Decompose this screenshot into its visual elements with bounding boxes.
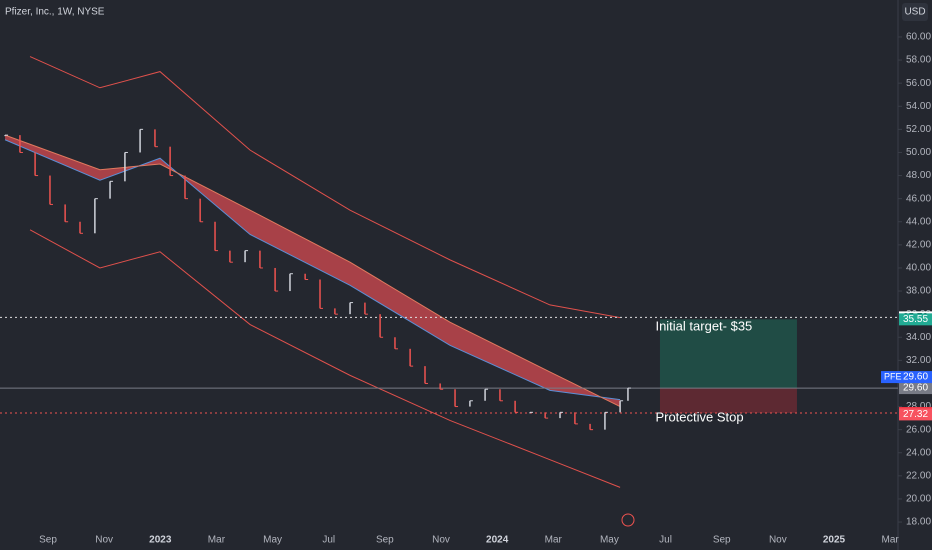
band-lower [29,229,621,488]
y-tick-label: 24.00 [906,447,931,458]
price-label-box [899,408,932,421]
currency-box[interactable] [902,3,928,21]
ribbon [5,135,621,407]
x-tick-label: Mar [882,535,900,546]
x-tick-label: May [263,535,282,546]
x-tick-label: 2023 [149,535,172,546]
y-tick-label: 40.00 [906,263,931,274]
y-tick-label: 34.00 [906,332,931,343]
price-label: 35.55 [903,314,928,325]
price-label-box [899,382,932,395]
y-tick-label: 50.00 [906,147,931,158]
symbol-price: 29.60 [903,372,928,383]
x-tick-label: Nov [432,535,450,546]
x-tick-label: May [600,535,619,546]
y-tick-label: 32.00 [906,355,931,366]
currency[interactable]: USD [904,7,925,18]
band-upper [29,56,621,319]
y-tick-label: 22.00 [906,470,931,481]
x-tick-label: Sep [376,535,394,546]
x-tick-label: Jul [659,535,672,546]
symbol-tag-box [881,371,932,384]
y-tick-label: 44.00 [906,216,931,227]
y-tick-label: 52.00 [906,124,931,135]
event-icon[interactable] [621,513,635,527]
y-tick-label: 26.00 [906,424,931,435]
annotation: Initial target- $35 [655,318,752,333]
y-tick-label: 54.00 [906,101,931,112]
y-tick-label: 56.00 [906,78,931,89]
y-tick-label: 60.00 [906,32,931,43]
target-zone [659,319,797,389]
x-tick-label: Sep [713,535,731,546]
y-tick-label: 46.00 [906,193,931,204]
x-tick-label: 2024 [486,535,509,546]
x-tick-label: Nov [95,535,113,546]
symbol-tag: PFE [884,371,902,381]
y-tick-label: 48.00 [906,170,931,181]
x-tick-label: Jul [322,535,335,546]
chart-title: Pfizer, Inc., 1W, NYSE [5,7,105,18]
y-tick-label: 20.00 [906,494,931,505]
price-label-box [899,313,932,326]
y-tick-label: 38.00 [906,286,931,297]
price-label: 27.32 [903,409,928,420]
x-tick-label: Mar [545,535,563,546]
y-tick-label: 42.00 [906,239,931,250]
ribbon-fast [4,139,621,401]
annotation: Protective Stop [655,410,743,425]
x-tick-label: 2025 [823,535,846,546]
x-tick-label: Sep [39,535,57,546]
x-tick-label: Mar [208,535,226,546]
y-tick-label: 18.00 [906,517,931,528]
plot: 18.0020.0022.0024.0026.0028.0030.0032.00… [0,32,932,546]
y-tick-label: 28.00 [906,401,931,412]
price-label: 29.60 [903,383,928,394]
stop-zone [659,388,797,414]
x-tick-label: Nov [769,535,787,546]
y-tick-label: 58.00 [906,55,931,66]
ribbon-slow [4,134,621,408]
